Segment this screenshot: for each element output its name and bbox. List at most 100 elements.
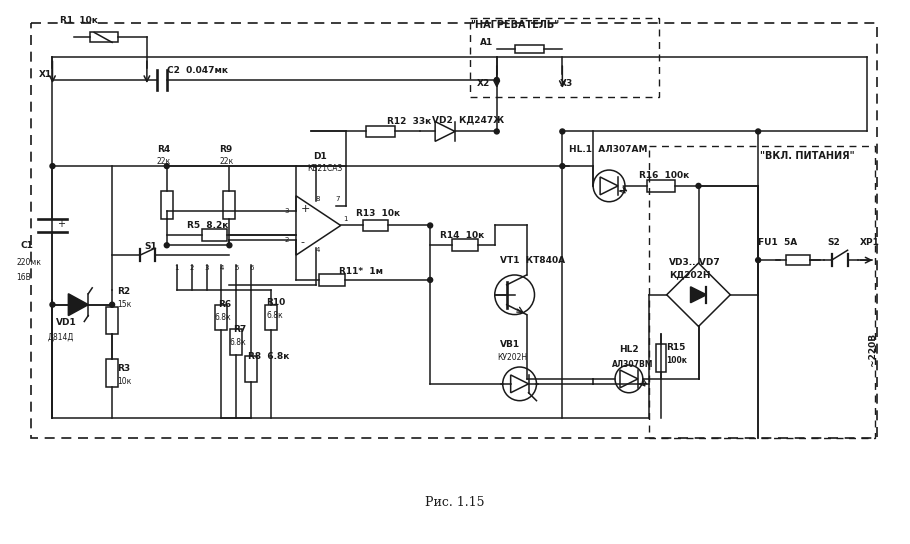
- Text: 2: 2: [285, 237, 289, 243]
- Bar: [265, 305, 277, 330]
- Bar: [366, 126, 395, 138]
- Text: 5: 5: [234, 265, 238, 271]
- Text: VD1: VD1: [56, 318, 76, 327]
- Text: Рис. 1.15: Рис. 1.15: [425, 496, 485, 509]
- Text: 6.8к: 6.8к: [266, 311, 283, 320]
- Bar: [161, 191, 173, 219]
- Text: R14  10к: R14 10к: [440, 231, 484, 240]
- Text: Д814Д: Д814Д: [47, 333, 74, 342]
- Text: S2: S2: [828, 238, 841, 247]
- Text: 7: 7: [336, 196, 340, 202]
- Text: 4: 4: [219, 265, 224, 271]
- Text: C1: C1: [21, 241, 34, 250]
- Circle shape: [227, 243, 232, 248]
- Text: 1: 1: [344, 215, 349, 221]
- Text: R1  10к: R1 10к: [60, 16, 98, 25]
- Text: АЛ307ВМ: АЛ307ВМ: [612, 360, 653, 368]
- Bar: [106, 307, 118, 335]
- Bar: [230, 330, 242, 355]
- Circle shape: [494, 77, 500, 83]
- Text: VD2  КД247Ж: VD2 КД247Ж: [432, 115, 504, 124]
- Circle shape: [50, 164, 55, 169]
- Bar: [649, 146, 875, 438]
- Text: 4: 4: [316, 247, 320, 253]
- Text: HL2: HL2: [619, 345, 639, 354]
- Polygon shape: [68, 294, 88, 316]
- Circle shape: [428, 277, 432, 282]
- Text: R8  6.8к: R8 6.8к: [248, 351, 289, 361]
- Bar: [656, 344, 666, 372]
- Circle shape: [109, 302, 115, 307]
- Text: X1: X1: [38, 70, 52, 78]
- Text: -: -: [301, 237, 305, 248]
- Text: R9: R9: [219, 145, 233, 154]
- Bar: [470, 17, 659, 97]
- Circle shape: [165, 243, 169, 248]
- Text: VB1: VB1: [500, 340, 520, 349]
- Bar: [786, 255, 810, 265]
- Text: VT1  КТ840А: VT1 КТ840А: [500, 256, 565, 264]
- Text: X2: X2: [477, 79, 490, 89]
- Text: 100к: 100к: [666, 356, 687, 364]
- Text: R10: R10: [266, 298, 286, 307]
- Text: 22к: 22к: [157, 157, 171, 165]
- Text: R11*  1м: R11* 1м: [339, 268, 383, 276]
- Text: R4: R4: [157, 145, 170, 154]
- Circle shape: [755, 258, 761, 263]
- Text: C2  0.047мк: C2 0.047мк: [167, 66, 228, 75]
- Text: 6.8к: 6.8к: [215, 313, 231, 322]
- Bar: [224, 191, 236, 219]
- Text: R15: R15: [666, 343, 685, 352]
- Bar: [216, 305, 228, 330]
- Text: "ВКЛ. ПИТАНИЯ": "ВКЛ. ПИТАНИЯ": [760, 151, 854, 161]
- Bar: [106, 359, 118, 387]
- Text: КВ21СА3: КВ21СА3: [307, 164, 342, 172]
- Bar: [647, 180, 674, 192]
- Circle shape: [428, 223, 432, 228]
- Text: FU1  5А: FU1 5А: [758, 238, 797, 247]
- Bar: [452, 239, 478, 251]
- Text: HL.1  АЛ307АМ: HL.1 АЛ307АМ: [570, 145, 648, 154]
- Text: 3: 3: [204, 265, 208, 271]
- Bar: [90, 33, 118, 42]
- Text: ~220В: ~220В: [868, 332, 877, 366]
- Text: 22к: 22к: [219, 157, 234, 165]
- Text: 15к: 15к: [117, 300, 131, 309]
- Text: R16  100к: R16 100к: [639, 171, 689, 181]
- Text: R5  8.2к: R5 8.2к: [187, 221, 228, 230]
- Text: A1: A1: [480, 38, 493, 47]
- Text: 16В: 16В: [16, 274, 32, 282]
- Bar: [31, 22, 877, 438]
- Text: R3: R3: [117, 364, 130, 374]
- Circle shape: [165, 164, 169, 169]
- Text: 2: 2: [189, 265, 194, 271]
- Bar: [246, 356, 258, 382]
- Bar: [362, 220, 389, 231]
- Polygon shape: [691, 287, 706, 302]
- Circle shape: [560, 129, 565, 134]
- Circle shape: [755, 129, 761, 134]
- Text: 8: 8: [316, 196, 320, 202]
- Text: R6: R6: [218, 300, 231, 309]
- Bar: [201, 230, 228, 242]
- Text: R13  10к: R13 10к: [356, 209, 399, 218]
- Text: 6.8к: 6.8к: [229, 338, 246, 347]
- Circle shape: [560, 164, 565, 169]
- Text: 220мк: 220мк: [16, 258, 42, 267]
- Bar: [515, 45, 544, 53]
- Circle shape: [494, 129, 500, 134]
- Circle shape: [696, 183, 701, 188]
- Text: 10к: 10к: [117, 378, 131, 386]
- Text: R7: R7: [233, 325, 247, 334]
- Text: +: +: [57, 219, 66, 228]
- Text: КД202Н: КД202Н: [669, 270, 710, 280]
- Text: КУ202Н: КУ202Н: [498, 353, 528, 362]
- Text: XP1: XP1: [860, 238, 879, 247]
- Text: D1: D1: [313, 152, 327, 160]
- Text: X3: X3: [560, 79, 572, 89]
- Text: 1: 1: [175, 265, 179, 271]
- Text: 3: 3: [285, 208, 289, 214]
- Text: "НАГРЕВАТЕЛЬ": "НАГРЕВАТЕЛЬ": [470, 20, 559, 29]
- Text: S1: S1: [144, 242, 157, 251]
- Text: 6: 6: [249, 265, 254, 271]
